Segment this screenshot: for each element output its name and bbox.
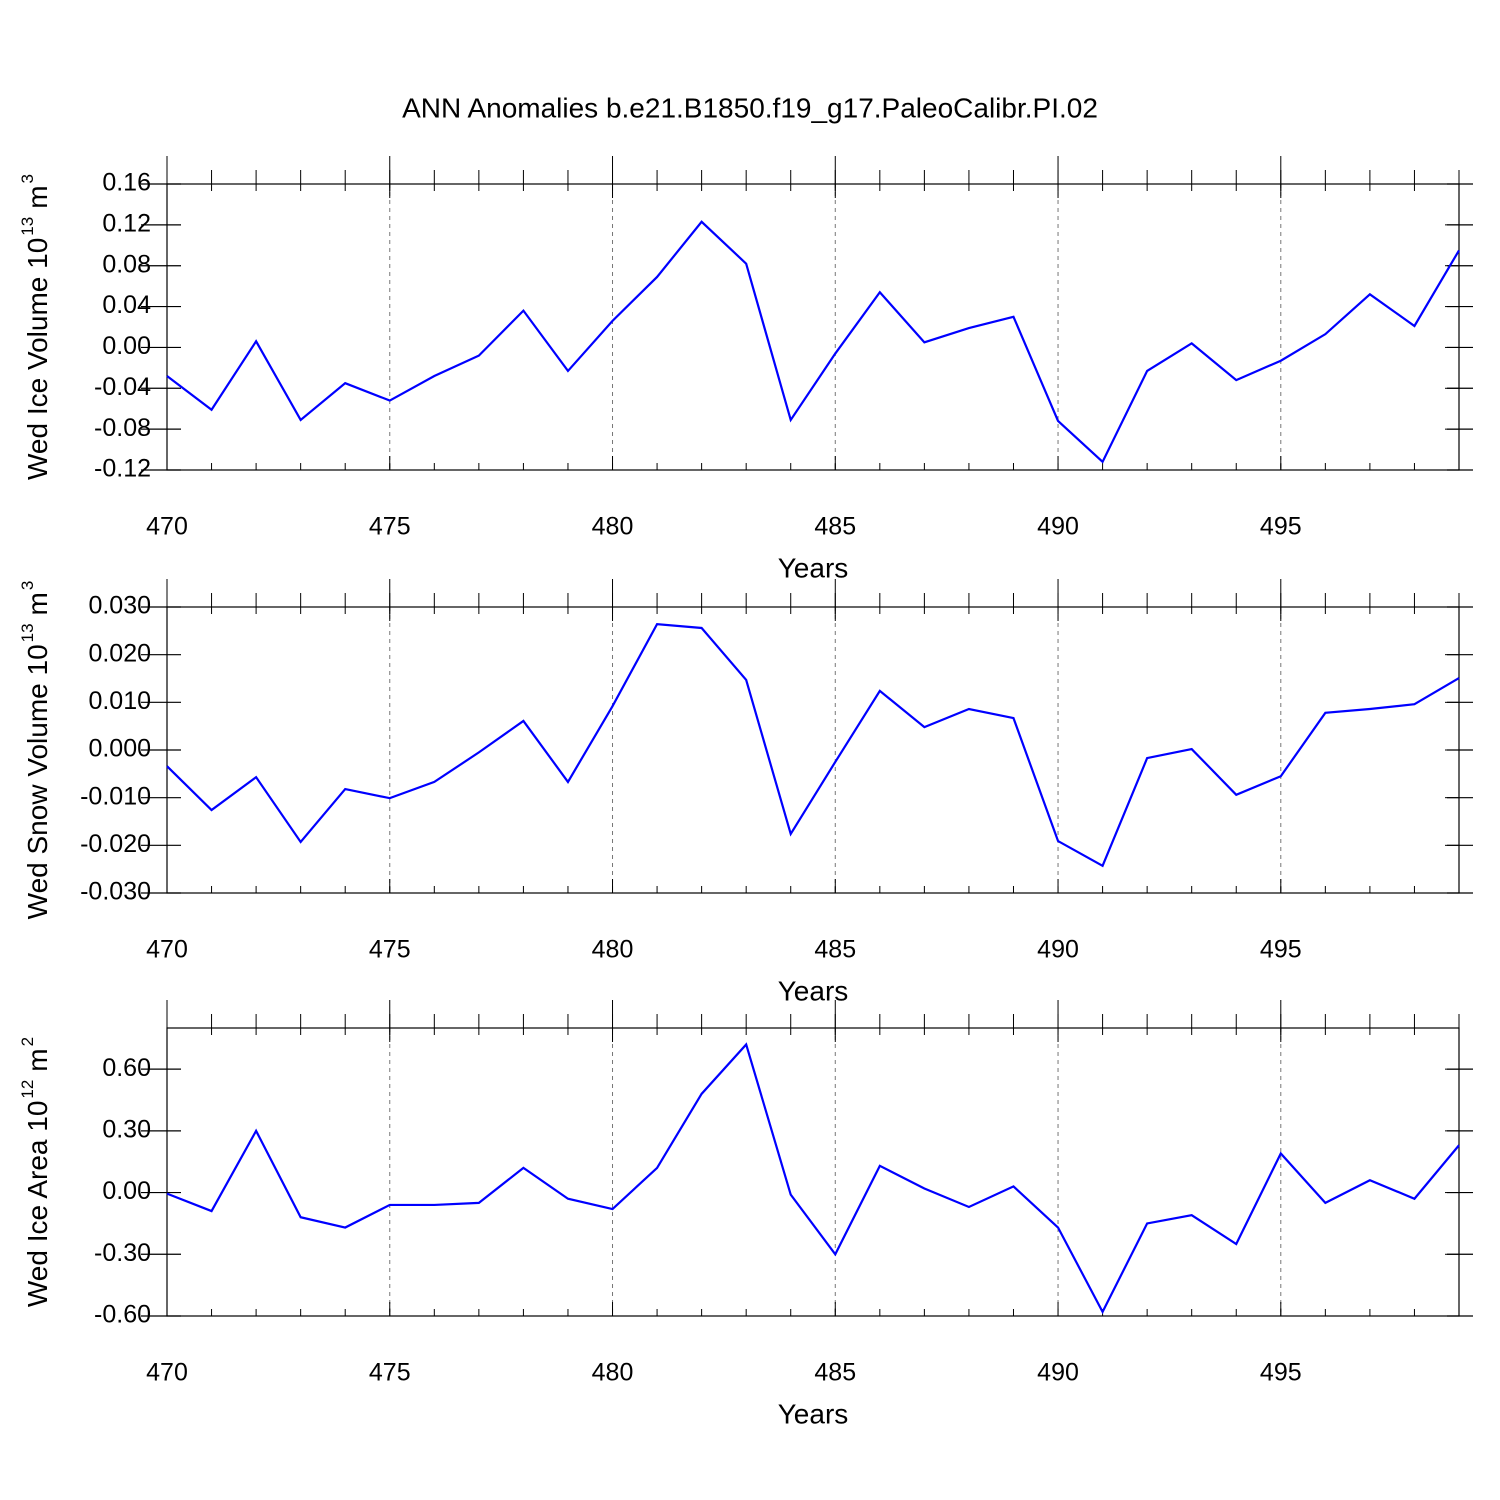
y-label-text: m <box>22 1048 53 1071</box>
y-tick-label: -0.030 <box>80 878 151 906</box>
x-tick-label: 470 <box>146 513 188 541</box>
y-label-text: Wed Ice Volume 10 <box>22 238 53 480</box>
x-tick-label: 480 <box>592 936 634 964</box>
x-tick-label: 470 <box>146 936 188 964</box>
y-tick-label: 0.030 <box>88 592 151 620</box>
x-tick-label: 485 <box>814 936 856 964</box>
y-tick-label: 0.60 <box>102 1054 151 1082</box>
y-tick-label: -0.04 <box>94 373 151 401</box>
x-tick-label: 485 <box>814 1359 856 1387</box>
data-line <box>166 623 1460 868</box>
y-label-exponent: 3 <box>18 581 37 590</box>
y-tick-label: 0.010 <box>88 687 151 715</box>
x-axis-label: Years <box>778 1398 849 1429</box>
y-tick-label: -0.010 <box>80 782 151 810</box>
y-label-text: m <box>22 592 53 615</box>
data-line <box>166 1042 1460 1315</box>
y-tick-label: 0.00 <box>102 1177 151 1205</box>
x-tick-label: 475 <box>369 936 411 964</box>
x-axis-label: Years <box>778 975 849 1006</box>
x-tick-label: 490 <box>1037 936 1079 964</box>
plot-frame <box>166 183 1460 471</box>
plot-frame <box>166 606 1460 894</box>
y-tick-label: 0.12 <box>102 209 151 237</box>
y-tick-label: -0.020 <box>80 830 151 858</box>
plot-frame <box>166 1027 1460 1317</box>
y-tick-label: 0.30 <box>102 1115 151 1143</box>
y-tick-label: -0.30 <box>94 1239 151 1267</box>
y-label-text: m <box>22 185 53 208</box>
x-tick-label: 475 <box>369 1359 411 1387</box>
y-tick-label: 0.16 <box>102 169 151 197</box>
y-tick-label: -0.60 <box>94 1301 151 1329</box>
x-tick-label: 480 <box>592 513 634 541</box>
x-tick-label: 495 <box>1260 1359 1302 1387</box>
x-tick-label: 470 <box>146 1359 188 1387</box>
y-label-exponent: 2 <box>18 1037 37 1046</box>
y-label-exponent: 13 <box>18 623 37 642</box>
x-tick-label: 495 <box>1260 513 1302 541</box>
x-tick-label: 490 <box>1037 1359 1079 1387</box>
y-tick-label: 0.000 <box>88 735 151 763</box>
x-axis-label: Years <box>778 552 849 583</box>
x-tick-label: 480 <box>592 1359 634 1387</box>
y-tick-label: 0.020 <box>88 639 151 667</box>
y-tick-label: 0.08 <box>102 250 151 278</box>
y-label-text: Wed Snow Volume 10 <box>22 644 53 919</box>
y-tick-label: -0.12 <box>94 455 151 483</box>
y-tick-label: -0.08 <box>94 414 151 442</box>
x-tick-label: 485 <box>814 513 856 541</box>
x-tick-label: 475 <box>369 513 411 541</box>
x-tick-label: 490 <box>1037 513 1079 541</box>
y-label-text: Wed Ice Area 10 <box>22 1101 53 1308</box>
y-tick-label: 0.04 <box>102 291 151 319</box>
y-label-exponent: 3 <box>18 174 37 183</box>
data-line <box>166 220 1460 464</box>
x-tick-label: 495 <box>1260 936 1302 964</box>
y-label-exponent: 12 <box>18 1080 37 1099</box>
y-tick-label: 0.00 <box>102 332 151 360</box>
y-axis-label: Wed Ice Volume 10 13 m 3 <box>18 174 53 480</box>
figure-title: ANN Anomalies b.e21.B1850.f19_g17.PaleoC… <box>402 92 1098 123</box>
y-label-exponent: 13 <box>18 217 37 236</box>
y-axis-label: Wed Ice Area 10 12 m 2 <box>18 1037 53 1307</box>
y-axis-label: Wed Snow Volume 10 13 m 3 <box>18 581 53 920</box>
